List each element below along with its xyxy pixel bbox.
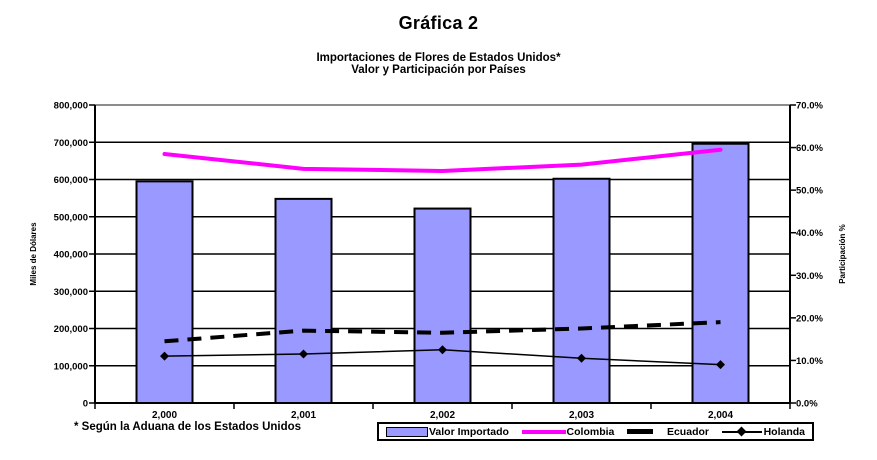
bar-2,003 xyxy=(552,177,611,404)
holanda-marker xyxy=(160,351,169,361)
right-axis-title: Participación % xyxy=(838,224,847,284)
holanda-marker xyxy=(299,349,308,359)
colombia-line-swatch-icon xyxy=(521,429,566,434)
x-tick-label: 2,004 xyxy=(708,410,733,421)
chart-subtitle: Importaciones de Flores de Estados Unido… xyxy=(0,52,877,76)
bar-2,004 xyxy=(691,142,750,405)
legend-label-valor-importado: Valor Importado xyxy=(429,425,509,438)
holanda-marker xyxy=(577,353,586,363)
right-tick-label: 20.0% xyxy=(796,313,823,324)
left-tick-label: 800,000 xyxy=(54,101,88,112)
bar-2,002 xyxy=(413,207,472,404)
x-tick-label: 2,001 xyxy=(291,410,316,421)
right-tick-label: 40.0% xyxy=(796,228,823,239)
holanda-marker xyxy=(716,360,725,370)
bar-2,000 xyxy=(135,180,194,404)
ecuador-line xyxy=(164,320,721,344)
ecuador-dash-swatch-icon xyxy=(626,429,653,434)
chart-title: Gráfica 2 xyxy=(398,13,479,33)
right-tick-label: 70.0% xyxy=(796,101,823,112)
legend-label-ecuador: Ecuador xyxy=(666,425,709,438)
left-tick-label: 200,000 xyxy=(54,324,88,335)
holanda-marker xyxy=(438,345,447,355)
left-tick-label: 400,000 xyxy=(54,250,88,261)
subtitle-line-1: Importaciones de Flores de Estados Unido… xyxy=(316,52,561,64)
bar-2,001 xyxy=(274,197,333,404)
right-tick-label: 30.0% xyxy=(796,271,823,282)
legend-item-holanda: Holanda xyxy=(721,425,805,438)
left-tick-label: 600,000 xyxy=(54,175,88,186)
legend-item-colombia: Colombia xyxy=(521,425,615,438)
x-tick-label: 2,000 xyxy=(152,410,177,421)
left-tick-label: 100,000 xyxy=(54,361,88,372)
right-tick-label: 60.0% xyxy=(796,143,823,154)
left-tick-label: 0 xyxy=(83,399,88,410)
x-tick-label: 2,002 xyxy=(430,410,455,421)
right-tick-label: 50.0% xyxy=(796,186,823,197)
legend-item-valor-importado: Valor Importado xyxy=(386,426,509,438)
diamond-marker-icon xyxy=(736,426,747,436)
holanda-line-swatch-icon xyxy=(721,426,762,436)
legend-item-ecuador: Ecuador xyxy=(626,425,709,438)
left-tick-label: 500,000 xyxy=(54,212,88,223)
chart-legend: Valor Importado Colombia Ecuador Holanda xyxy=(377,422,814,441)
left-tick-label: 700,000 xyxy=(54,138,88,149)
x-tick-label: 2,003 xyxy=(569,410,594,421)
legend-label-colombia: Colombia xyxy=(566,425,615,438)
colombia-line xyxy=(162,147,723,173)
chart-footnote: * Según la Aduana de los Estados Unidos xyxy=(74,421,302,433)
subtitle-line-2: Valor y Participación por Países xyxy=(351,64,526,76)
right-tick-label: 10.0% xyxy=(796,356,823,367)
legend-label-holanda: Holanda xyxy=(763,425,805,438)
right-tick-label: 0.0% xyxy=(796,399,818,410)
left-axis-title: Miles de Dólares xyxy=(29,222,38,286)
bar-swatch-icon xyxy=(386,426,428,437)
left-tick-label: 300,000 xyxy=(54,287,88,298)
